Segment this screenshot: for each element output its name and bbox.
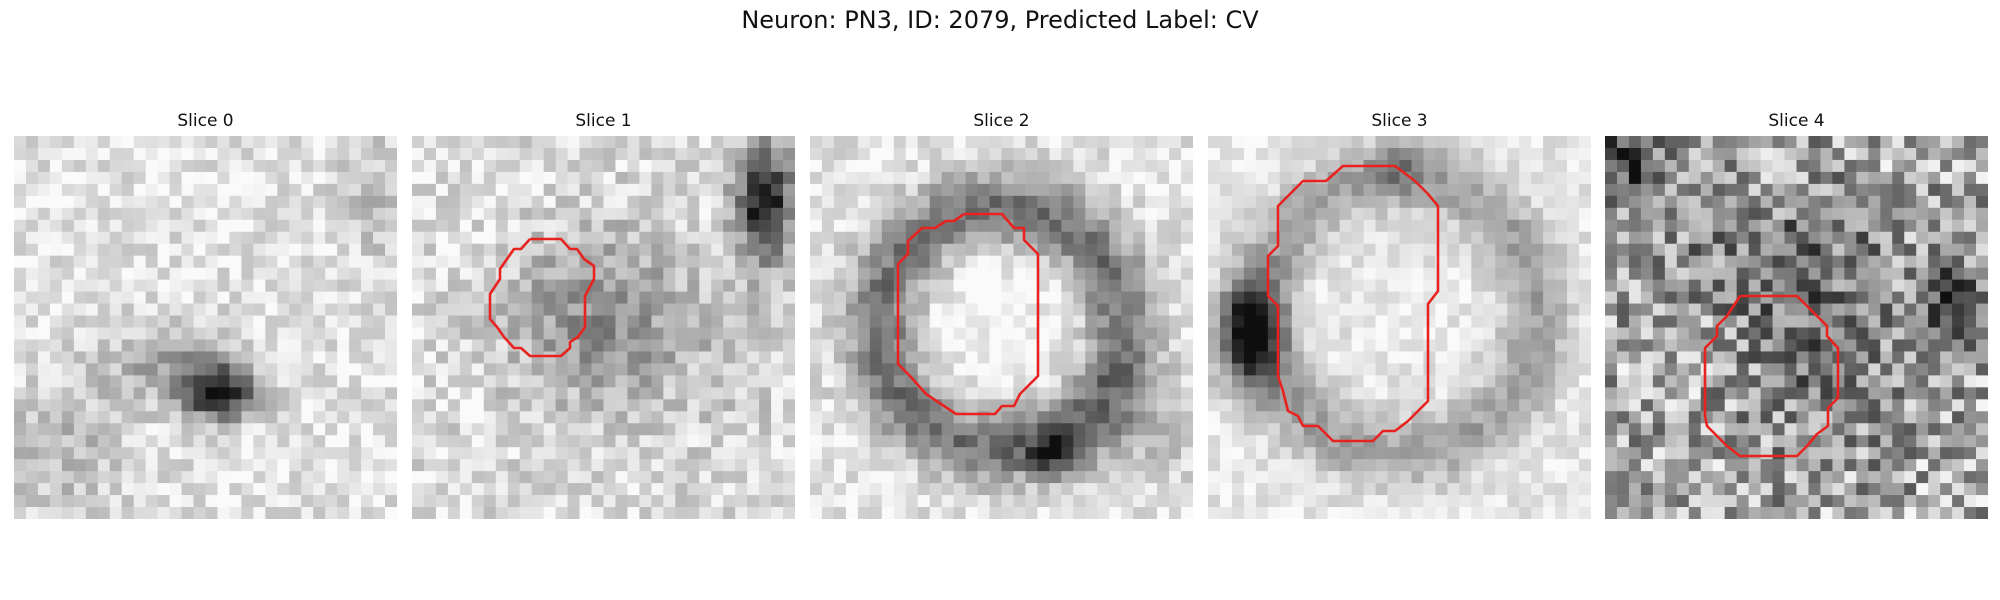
slice-image-2 [810, 136, 1193, 519]
segmentation-contour [896, 212, 1040, 416]
slice-panel-1: Slice 1 [412, 108, 795, 519]
figure-title: Neuron: PN3, ID: 2079, Predicted Label: … [741, 6, 1259, 34]
slice-panel-4: Slice 4 [1605, 108, 1988, 519]
slice-title: Slice 4 [1768, 111, 1825, 131]
segmentation-contour [488, 237, 596, 358]
segmentation-contour [1703, 294, 1840, 458]
slice-title: Slice 1 [575, 111, 632, 131]
slice-panel-3: Slice 3 [1208, 108, 1591, 519]
slice-image-1 [412, 136, 795, 519]
slice-image-3 [1208, 136, 1591, 519]
slice-title: Slice 2 [973, 111, 1030, 131]
slice-panel-2: Slice 2 [810, 108, 1193, 519]
slice-panel-0: Slice 0 [14, 108, 397, 519]
slice-image-4 [1605, 136, 1988, 519]
segmentation-contour [1266, 164, 1440, 443]
slice-title: Slice 3 [1371, 111, 1428, 131]
slice-image-0 [14, 136, 397, 519]
slice-title: Slice 0 [177, 111, 234, 131]
